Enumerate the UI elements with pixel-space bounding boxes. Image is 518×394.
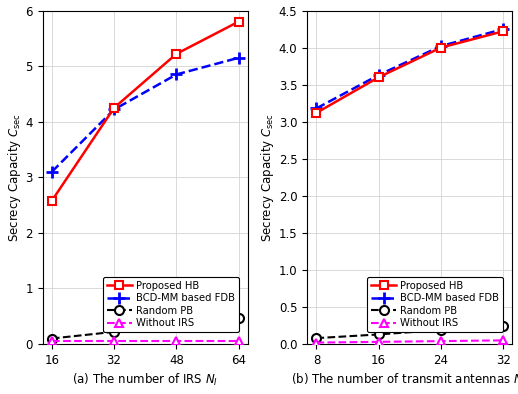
Line: Proposed HB: Proposed HB — [313, 28, 507, 117]
Proposed HB — [173, 52, 179, 56]
Y-axis label: Secrecy Capacity $C_{\rm sec}$: Secrecy Capacity $C_{\rm sec}$ — [6, 113, 23, 242]
Random PB — [49, 336, 55, 341]
Random PB — [438, 328, 444, 333]
Without IRS — [500, 338, 506, 343]
Line: BCD-MM based FDB: BCD-MM based FDB — [46, 52, 245, 178]
Proposed HB — [111, 106, 117, 110]
Without IRS — [49, 338, 55, 343]
Random PB — [376, 332, 382, 337]
Line: Random PB: Random PB — [312, 321, 508, 343]
Line: Proposed HB: Proposed HB — [48, 18, 242, 204]
Proposed HB — [438, 45, 444, 50]
BCD-MM based FDB — [438, 44, 444, 48]
Random PB — [313, 336, 320, 340]
Without IRS — [376, 340, 382, 344]
Proposed HB — [236, 19, 242, 24]
Random PB — [111, 329, 117, 334]
Proposed HB — [376, 75, 382, 80]
Line: Without IRS: Without IRS — [48, 336, 243, 345]
Proposed HB — [313, 110, 320, 115]
Random PB — [236, 316, 242, 321]
BCD-MM based FDB — [111, 107, 117, 112]
Legend: Proposed HB, BCD-MM based FDB, Random PB, Without IRS: Proposed HB, BCD-MM based FDB, Random PB… — [103, 277, 239, 333]
Legend: Proposed HB, BCD-MM based FDB, Random PB, Without IRS: Proposed HB, BCD-MM based FDB, Random PB… — [367, 277, 503, 333]
BCD-MM based FDB — [376, 72, 382, 77]
Line: Random PB: Random PB — [47, 314, 243, 343]
Without IRS — [111, 338, 117, 343]
BCD-MM based FDB — [500, 27, 506, 32]
X-axis label: (a) The number of IRS $N_I$: (a) The number of IRS $N_I$ — [72, 372, 218, 388]
Line: BCD-MM based FDB: BCD-MM based FDB — [310, 23, 509, 115]
BCD-MM based FDB — [173, 72, 179, 77]
Proposed HB — [500, 29, 506, 33]
Random PB — [500, 323, 506, 328]
Without IRS — [313, 340, 320, 345]
BCD-MM based FDB — [49, 169, 55, 174]
Random PB — [173, 322, 179, 327]
BCD-MM based FDB — [313, 106, 320, 111]
Without IRS — [438, 339, 444, 344]
Without IRS — [173, 338, 179, 343]
BCD-MM based FDB — [236, 56, 242, 60]
Without IRS — [236, 338, 242, 343]
Y-axis label: Secrecy Capacity $C_{\rm sec}$: Secrecy Capacity $C_{\rm sec}$ — [259, 113, 276, 242]
Proposed HB — [49, 198, 55, 203]
Line: Without IRS: Without IRS — [312, 336, 507, 347]
X-axis label: (b) The number of transmit antennas $N_A$: (b) The number of transmit antennas $N_A… — [291, 372, 518, 388]
